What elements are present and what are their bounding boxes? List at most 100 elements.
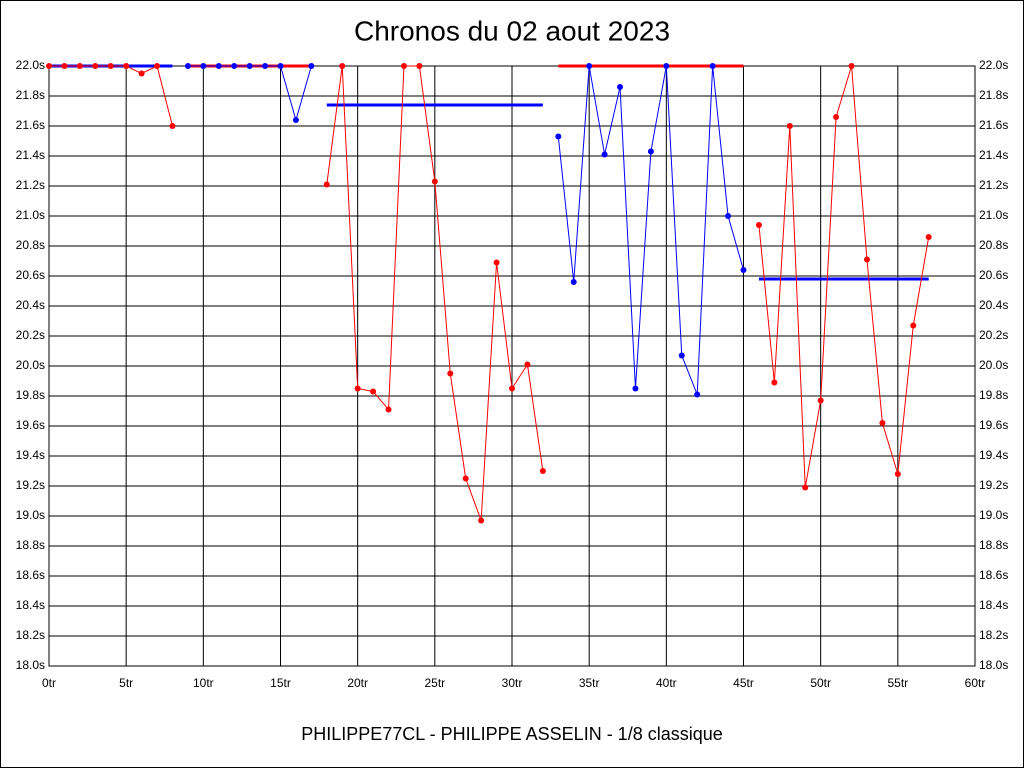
data-point — [123, 63, 130, 69]
y-tick-label-right: 19.0s — [979, 508, 1008, 522]
y-tick-label-right: 20.4s — [979, 298, 1008, 312]
data-point — [308, 63, 315, 69]
data-point — [586, 63, 593, 69]
chart-title: Chronos du 02 aout 2023 — [354, 15, 670, 46]
y-tick-label: 21.4s — [16, 148, 45, 162]
y-tick-label: 18.0s — [16, 658, 45, 672]
data-point — [431, 178, 438, 185]
data-point — [76, 63, 83, 69]
data-point — [925, 234, 932, 240]
data-point — [61, 63, 68, 69]
y-tick-label: 20.4s — [16, 298, 45, 312]
x-tick-label: 5tr — [119, 676, 133, 690]
y-tick-label: 19.4s — [16, 448, 45, 462]
x-tick-label: 35tr — [579, 676, 600, 690]
data-point — [509, 385, 515, 392]
y-tick-label: 18.2s — [16, 628, 45, 642]
data-point — [894, 471, 901, 477]
data-point — [601, 151, 608, 158]
x-tick-label: 20tr — [347, 676, 368, 690]
y-tick-label: 19.6s — [16, 418, 45, 432]
x-axis-label: PHILIPPE77CL - PHILIPPE ASSELIN - 1/8 cl… — [301, 724, 723, 744]
data-point — [694, 391, 701, 398]
y-tick-label-right: 21.8s — [979, 88, 1008, 102]
data-point — [555, 133, 562, 140]
y-tick-label: 22.0s — [16, 58, 45, 72]
y-tick-label: 19.2s — [16, 478, 45, 492]
y-tick-label-right: 18.4s — [979, 598, 1008, 612]
x-tick-label: 60tr — [965, 676, 986, 690]
data-point — [138, 70, 145, 77]
data-point — [771, 379, 778, 386]
data-point — [262, 63, 269, 69]
data-point — [339, 63, 346, 69]
y-tick-label-right: 18.0s — [979, 658, 1008, 672]
y-tick-label-right: 21.4s — [979, 148, 1008, 162]
x-tick-label: 45tr — [733, 676, 754, 690]
y-tick-label: 21.2s — [16, 178, 45, 192]
data-point — [385, 406, 392, 413]
data-point — [725, 213, 732, 219]
data-point — [524, 361, 531, 368]
x-tick-label: 0tr — [42, 676, 56, 690]
x-tick-label: 30tr — [502, 676, 523, 690]
data-point — [632, 385, 639, 392]
data-point — [277, 63, 284, 69]
y-tick-label-right: 20.6s — [979, 268, 1008, 282]
data-point — [46, 63, 52, 69]
x-tick-label: 55tr — [887, 676, 908, 690]
y-tick-label-right: 20.8s — [979, 238, 1008, 252]
data-point — [92, 63, 99, 69]
y-tick-label: 20.2s — [16, 328, 45, 342]
y-tick-label-right: 21.6s — [979, 118, 1008, 132]
data-point — [786, 123, 793, 129]
data-point — [617, 84, 624, 90]
y-tick-label: 18.6s — [16, 568, 45, 582]
plot-area — [48, 65, 976, 667]
data-point — [323, 181, 330, 188]
y-tick-label-right: 19.4s — [979, 448, 1008, 462]
y-tick-label: 20.6s — [16, 268, 45, 282]
y-tick-label: 18.4s — [16, 598, 45, 612]
data-point — [879, 420, 886, 426]
y-tick-label: 19.0s — [16, 508, 45, 522]
data-point — [709, 63, 716, 69]
y-tick-label-right: 19.2s — [979, 478, 1008, 492]
y-tick-label-right: 20.2s — [979, 328, 1008, 342]
y-tick-label-right: 18.2s — [979, 628, 1008, 642]
x-tick-label: 10tr — [193, 676, 214, 690]
data-point — [154, 63, 161, 69]
data-point — [848, 63, 855, 69]
y-tick-label-right: 20.0s — [979, 358, 1008, 372]
data-point — [802, 484, 809, 491]
data-point — [246, 63, 253, 69]
data-point — [910, 322, 917, 329]
data-point — [184, 63, 191, 69]
y-tick-label: 18.8s — [16, 538, 45, 552]
y-tick-label: 21.8s — [16, 88, 45, 102]
y-tick-label-right: 18.6s — [979, 568, 1008, 582]
x-tick-label: 50tr — [810, 676, 831, 690]
data-point — [740, 267, 747, 273]
data-point — [863, 256, 870, 263]
y-tick-label: 20.0s — [16, 358, 45, 372]
y-tick-label-right: 22.0s — [979, 58, 1008, 72]
y-tick-label-right: 19.6s — [979, 418, 1008, 432]
data-point — [370, 388, 377, 395]
x-tick-label: 15tr — [270, 676, 291, 690]
data-point — [215, 63, 222, 69]
data-point — [447, 370, 454, 377]
y-tick-label: 19.8s — [16, 388, 45, 402]
data-point — [200, 63, 207, 69]
data-point — [416, 63, 423, 69]
data-point — [663, 63, 670, 69]
data-point — [478, 517, 485, 524]
y-tick-label-right: 21.2s — [979, 178, 1008, 192]
data-point — [493, 259, 500, 266]
data-point — [462, 475, 469, 482]
y-tick-label-right: 18.8s — [979, 538, 1008, 552]
y-tick-label: 21.6s — [16, 118, 45, 132]
y-tick-label-right: 19.8s — [979, 388, 1008, 402]
data-point — [817, 397, 824, 404]
